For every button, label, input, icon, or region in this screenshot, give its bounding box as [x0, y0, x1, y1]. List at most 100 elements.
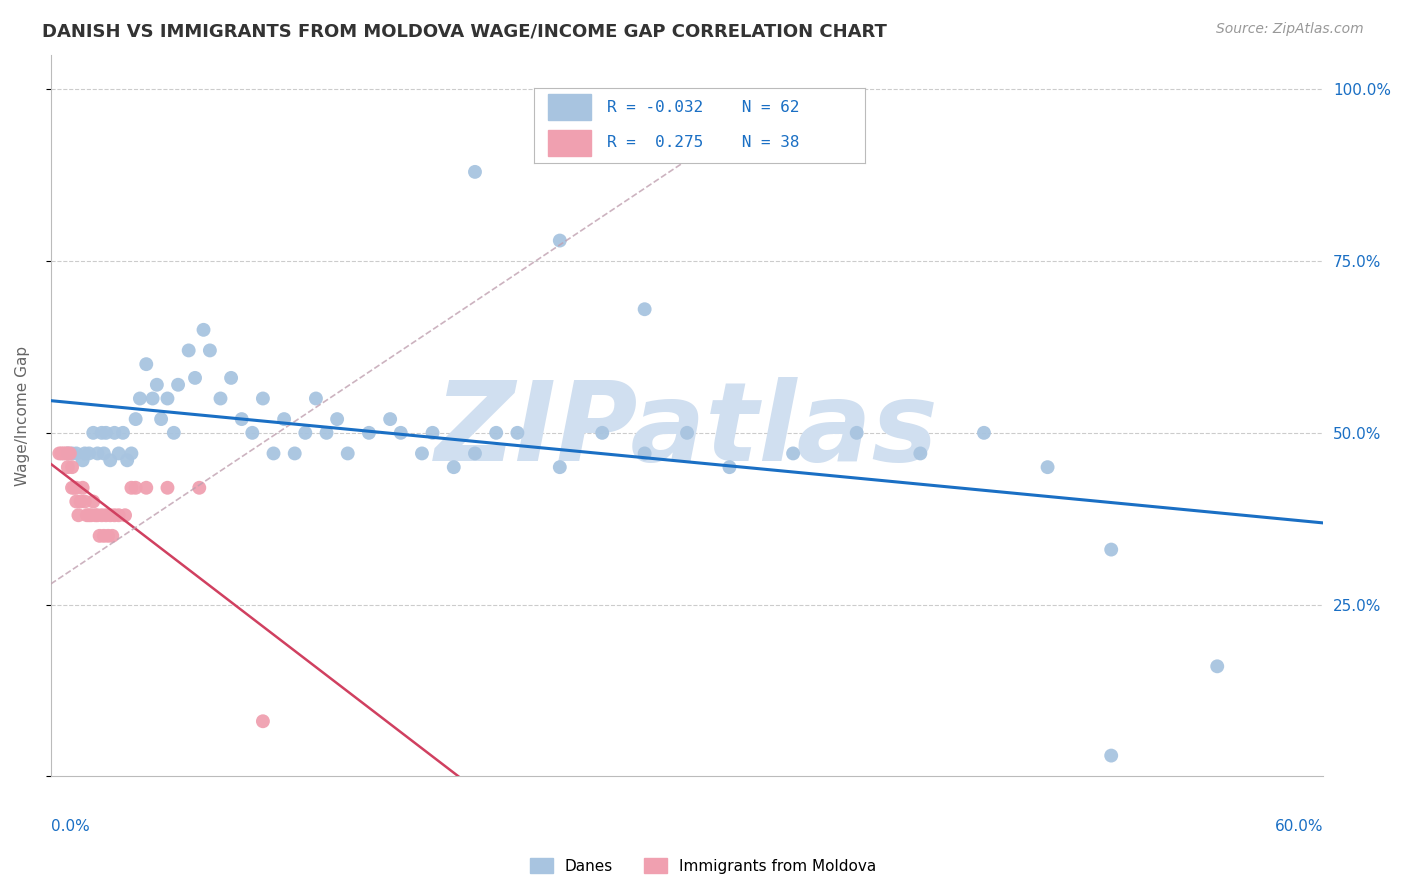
Point	[184, 371, 207, 385]
Point	[845, 425, 868, 440]
Point	[80, 508, 103, 523]
Point	[973, 425, 995, 440]
Point	[60, 460, 83, 475]
Point	[464, 446, 486, 460]
Point	[240, 425, 263, 440]
Point	[782, 446, 804, 460]
Point	[124, 412, 146, 426]
Point	[60, 481, 83, 495]
Point	[129, 392, 152, 406]
Point	[56, 446, 79, 460]
Point	[336, 446, 359, 460]
Point	[1206, 659, 1229, 673]
Text: Source: ZipAtlas.com: Source: ZipAtlas.com	[1216, 22, 1364, 37]
Point	[72, 481, 94, 495]
Point	[103, 425, 125, 440]
Point	[94, 425, 117, 440]
Point	[389, 425, 412, 440]
Point	[111, 425, 134, 440]
Point	[73, 446, 96, 460]
Point	[65, 446, 87, 460]
Point	[76, 508, 98, 523]
Point	[156, 392, 179, 406]
Point	[633, 302, 655, 317]
Point	[177, 343, 200, 358]
Point	[93, 529, 115, 543]
Point	[676, 425, 699, 440]
Point	[82, 494, 104, 508]
Point	[67, 508, 90, 523]
Point	[443, 460, 465, 475]
Point	[633, 446, 655, 460]
Point	[77, 446, 100, 460]
Point	[548, 460, 571, 475]
Point	[188, 481, 211, 495]
Point	[107, 446, 129, 460]
Point	[284, 446, 307, 460]
Point	[718, 460, 741, 475]
Point	[59, 446, 82, 460]
Point	[56, 460, 79, 475]
Point	[263, 446, 285, 460]
Point	[48, 446, 70, 460]
Point	[82, 425, 104, 440]
Point	[422, 425, 444, 440]
Point	[135, 481, 157, 495]
Point	[315, 425, 337, 440]
Point	[93, 446, 115, 460]
Point	[84, 508, 107, 523]
Point	[209, 392, 232, 406]
Point	[94, 508, 117, 523]
Point	[506, 425, 529, 440]
Point	[103, 508, 125, 523]
Point	[98, 453, 121, 467]
Point	[65, 481, 87, 495]
Point	[101, 529, 124, 543]
Point	[485, 425, 508, 440]
Point	[378, 412, 401, 426]
Point	[97, 529, 120, 543]
Point	[56, 446, 79, 460]
Point	[464, 165, 486, 179]
Y-axis label: Wage/Income Gap: Wage/Income Gap	[15, 345, 30, 486]
Point	[90, 425, 112, 440]
Text: 0.0%: 0.0%	[51, 820, 90, 834]
Point	[357, 425, 380, 440]
Point	[156, 481, 179, 495]
Point	[411, 446, 433, 460]
Point	[252, 392, 274, 406]
Point	[135, 357, 157, 371]
Text: DANISH VS IMMIGRANTS FROM MOLDOVA WAGE/INCOME GAP CORRELATION CHART: DANISH VS IMMIGRANTS FROM MOLDOVA WAGE/I…	[42, 22, 887, 40]
Point	[124, 481, 146, 495]
Text: 60.0%: 60.0%	[1275, 820, 1323, 834]
Point	[63, 481, 86, 495]
Point	[1099, 748, 1122, 763]
Point	[163, 425, 186, 440]
Point	[98, 508, 121, 523]
Point	[69, 494, 91, 508]
Point	[77, 508, 100, 523]
Text: ZIPatlas: ZIPatlas	[436, 376, 939, 483]
Point	[231, 412, 253, 426]
Point	[114, 508, 136, 523]
Point	[1099, 542, 1122, 557]
Point	[305, 392, 328, 406]
Point	[120, 446, 142, 460]
Point	[150, 412, 173, 426]
Point	[72, 453, 94, 467]
Point	[115, 453, 138, 467]
Point	[90, 508, 112, 523]
Point	[1036, 460, 1059, 475]
Legend: Danes, Immigrants from Moldova: Danes, Immigrants from Moldova	[523, 852, 883, 880]
Point	[193, 323, 215, 337]
Point	[167, 377, 190, 392]
Point	[219, 371, 242, 385]
Point	[86, 508, 108, 523]
Point	[294, 425, 316, 440]
Point	[60, 446, 83, 460]
Point	[910, 446, 932, 460]
Point	[86, 446, 108, 460]
Point	[107, 508, 129, 523]
Point	[326, 412, 349, 426]
Point	[273, 412, 295, 426]
